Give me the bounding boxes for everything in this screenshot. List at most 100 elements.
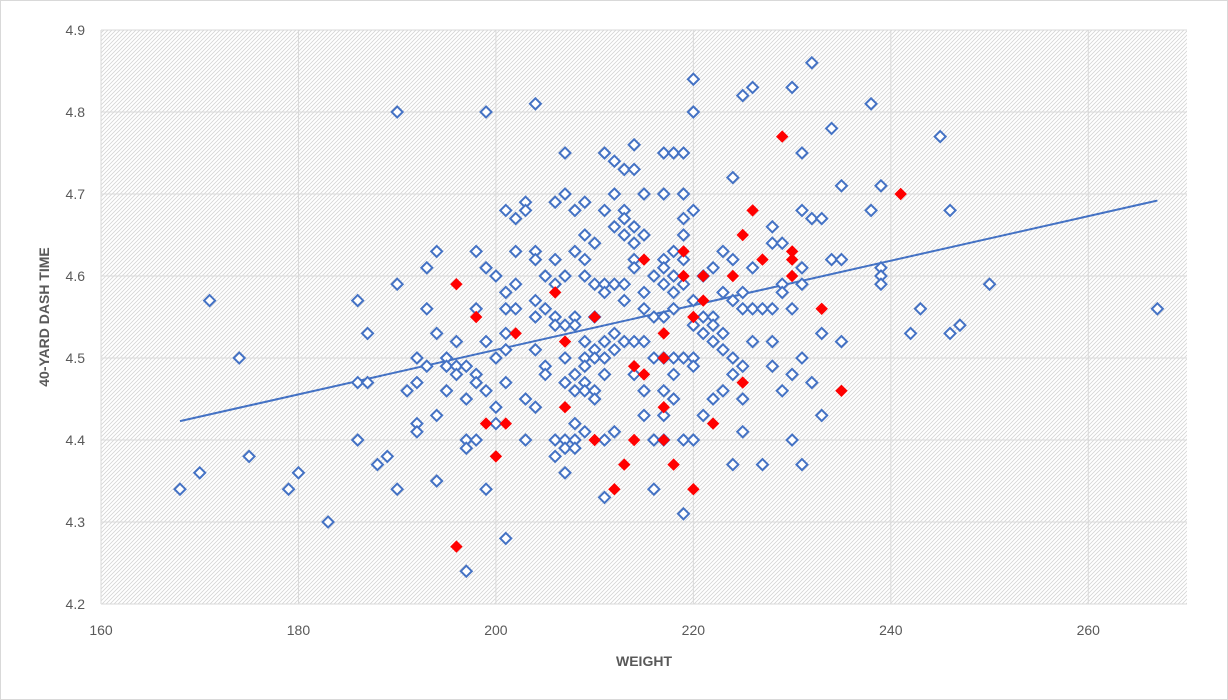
- x-tick-label: 180: [287, 622, 311, 638]
- data-point: [656, 187, 671, 201]
- data-point: [498, 326, 513, 341]
- highlighted-data-point: [657, 400, 670, 414]
- data-point: [735, 359, 750, 374]
- data-point: [824, 252, 839, 267]
- data-point: [982, 277, 997, 292]
- data-point: [617, 228, 632, 242]
- data-point: [617, 293, 632, 308]
- data-point: [874, 178, 888, 193]
- data-point: [617, 334, 632, 349]
- data-point: [508, 211, 523, 226]
- data-point: [281, 482, 296, 497]
- highlighted-data-point: [756, 253, 769, 266]
- data-point: [459, 564, 474, 579]
- data-point: [419, 359, 434, 374]
- data-point: [577, 195, 592, 210]
- data-point: [232, 351, 247, 365]
- data-point: [558, 375, 572, 390]
- data-points: [173, 55, 1165, 579]
- data-point: [676, 506, 691, 521]
- data-point: [706, 334, 721, 349]
- highlighted-data-point: [489, 450, 503, 463]
- data-point: [498, 203, 513, 218]
- data-point: [656, 277, 671, 292]
- data-point: [676, 211, 691, 226]
- data-point: [429, 474, 444, 488]
- data-point: [291, 465, 306, 480]
- data-point: [429, 408, 444, 423]
- highlighted-data-point: [469, 310, 483, 324]
- data-point: [449, 334, 464, 349]
- data-point: [469, 375, 484, 390]
- data-point: [765, 359, 780, 374]
- highlighted-data-point: [697, 294, 710, 307]
- data-point: [617, 211, 632, 226]
- data-point: [429, 326, 444, 341]
- data-point: [439, 383, 454, 398]
- data-point: [449, 367, 464, 382]
- y-tick-label: 4.5: [66, 350, 86, 366]
- data-point: [785, 433, 800, 447]
- x-tick-label: 200: [484, 622, 508, 638]
- tick-labels: 160 180 200 220 240 260 4.2 4.3 4.4 4.5 4.6 4.7 4.8 4…: [66, 22, 1101, 638]
- data-point: [360, 375, 375, 390]
- data-point: [192, 465, 207, 480]
- data-point: [765, 334, 780, 349]
- highlighted-data-point: [677, 269, 690, 283]
- x-tick-label: 220: [682, 622, 706, 638]
- data-point: [498, 342, 513, 357]
- y-tick-label: 4.3: [66, 514, 86, 530]
- data-point: [716, 342, 730, 357]
- data-point: [804, 375, 819, 390]
- data-point: [518, 392, 533, 406]
- x-tick-label: 240: [879, 622, 903, 638]
- data-point: [775, 285, 790, 300]
- data-point: [173, 482, 187, 497]
- data-point: [617, 277, 632, 292]
- data-point: [528, 252, 543, 267]
- data-point: [824, 121, 839, 136]
- highlighted-data-point: [736, 376, 749, 389]
- data-point: [735, 301, 750, 316]
- data-point: [637, 334, 651, 349]
- data-point: [607, 424, 622, 439]
- data-point: [686, 203, 701, 218]
- data-point: [627, 137, 642, 152]
- data-point: [607, 219, 622, 234]
- data-point: [488, 416, 503, 431]
- highlighted-data-point: [479, 417, 493, 430]
- data-point: [597, 490, 612, 505]
- y-tick-label: 4.7: [66, 186, 86, 202]
- data-point: [834, 252, 849, 267]
- highlighted-data-point: [894, 187, 907, 201]
- data-point: [548, 252, 563, 267]
- highlighted-data-point: [509, 327, 522, 340]
- data-point: [538, 269, 553, 283]
- highlighted-data-point: [548, 286, 562, 299]
- highlighted-data-point: [450, 540, 463, 553]
- data-point: [558, 351, 572, 365]
- data-point: [696, 310, 711, 324]
- highlighted-data-point: [746, 204, 759, 217]
- data-point: [943, 326, 957, 341]
- highlighted-data-point: [608, 482, 621, 496]
- data-point: [587, 351, 602, 365]
- data-point: [528, 400, 543, 415]
- data-point: [686, 359, 701, 374]
- data-point: [410, 375, 424, 390]
- data-point: [953, 318, 967, 333]
- data-point: [479, 334, 493, 349]
- y-tick-label: 4.9: [66, 22, 86, 38]
- data-point: [429, 244, 444, 259]
- data-point: [390, 105, 405, 119]
- highlighted-data-point: [627, 359, 641, 373]
- data-point: [725, 293, 740, 308]
- data-point: [804, 55, 819, 70]
- data-point: [686, 105, 701, 119]
- highlighted-data-point: [637, 368, 651, 381]
- data-point: [410, 424, 424, 439]
- data-point: [814, 211, 829, 226]
- data-point: [567, 244, 582, 259]
- highlighted-data-point: [785, 253, 799, 266]
- data-point: [686, 293, 701, 308]
